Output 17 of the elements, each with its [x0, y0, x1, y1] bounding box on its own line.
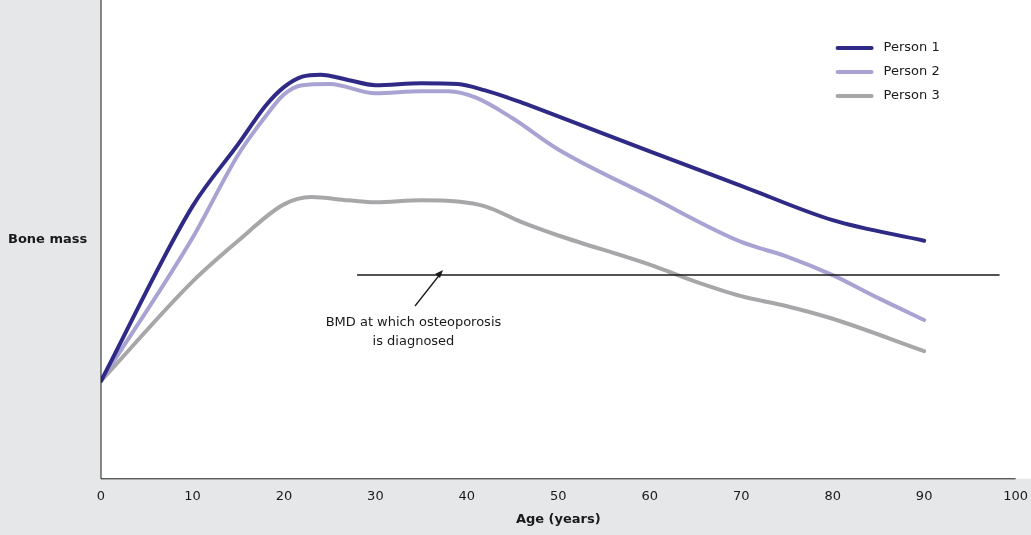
x-tick-label: 60: [641, 487, 659, 503]
x-axis-title: Age (years): [515, 510, 601, 526]
x-tick-label: 40: [458, 487, 476, 503]
annotation: BMD at which osteoporosis is diagnosed: [324, 312, 503, 350]
x-tick-label: 70: [732, 487, 750, 503]
legend-label: Person 3: [883, 87, 940, 103]
x-tick-label: 0: [96, 487, 106, 503]
x-tick-label: 50: [550, 487, 567, 503]
x-tick-label: 100: [1003, 487, 1029, 503]
x-tick-label: 10: [184, 487, 201, 503]
x-tick-label: 30: [367, 487, 384, 503]
x-tick-label: 90: [915, 487, 933, 503]
y-axis-title: Bone mass: [8, 230, 88, 246]
x-tick-label: 80: [824, 487, 841, 503]
legend-label: Person 2: [883, 63, 940, 79]
legend-label: Person 1: [883, 39, 940, 55]
x-tick-label: 20: [275, 487, 293, 503]
